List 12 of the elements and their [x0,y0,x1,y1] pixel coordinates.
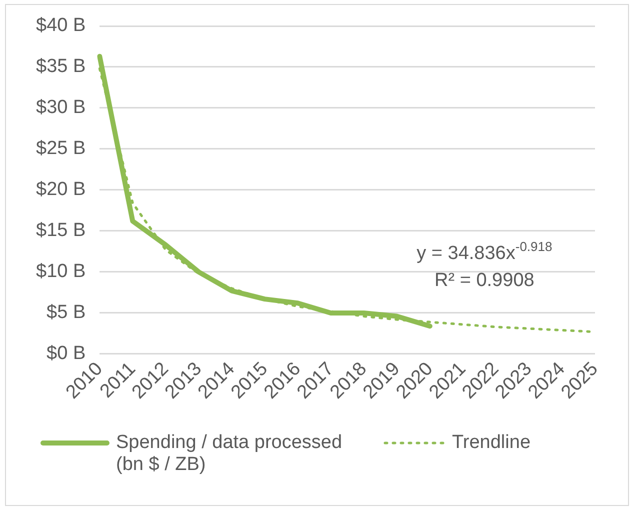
annotation: R² = 0.9908 [434,270,534,291]
y-tick-label: $25 B [36,138,86,160]
y-tick-label: $10 B [36,261,86,282]
legend-label: Spending / data processed (bn $ / ZB) [116,432,344,476]
y-tick-label: $20 B [36,179,86,200]
y-tick-label: $15 B [36,220,86,242]
y-tick-label: $5 B [46,302,86,324]
y-tick-label: $0 B [46,343,86,364]
legend-label: Trendline [452,432,531,454]
y-tick-label: $30 B [36,97,86,118]
y-tick-label: $35 B [36,56,86,78]
y-tick-label: $40 B [36,15,86,36]
